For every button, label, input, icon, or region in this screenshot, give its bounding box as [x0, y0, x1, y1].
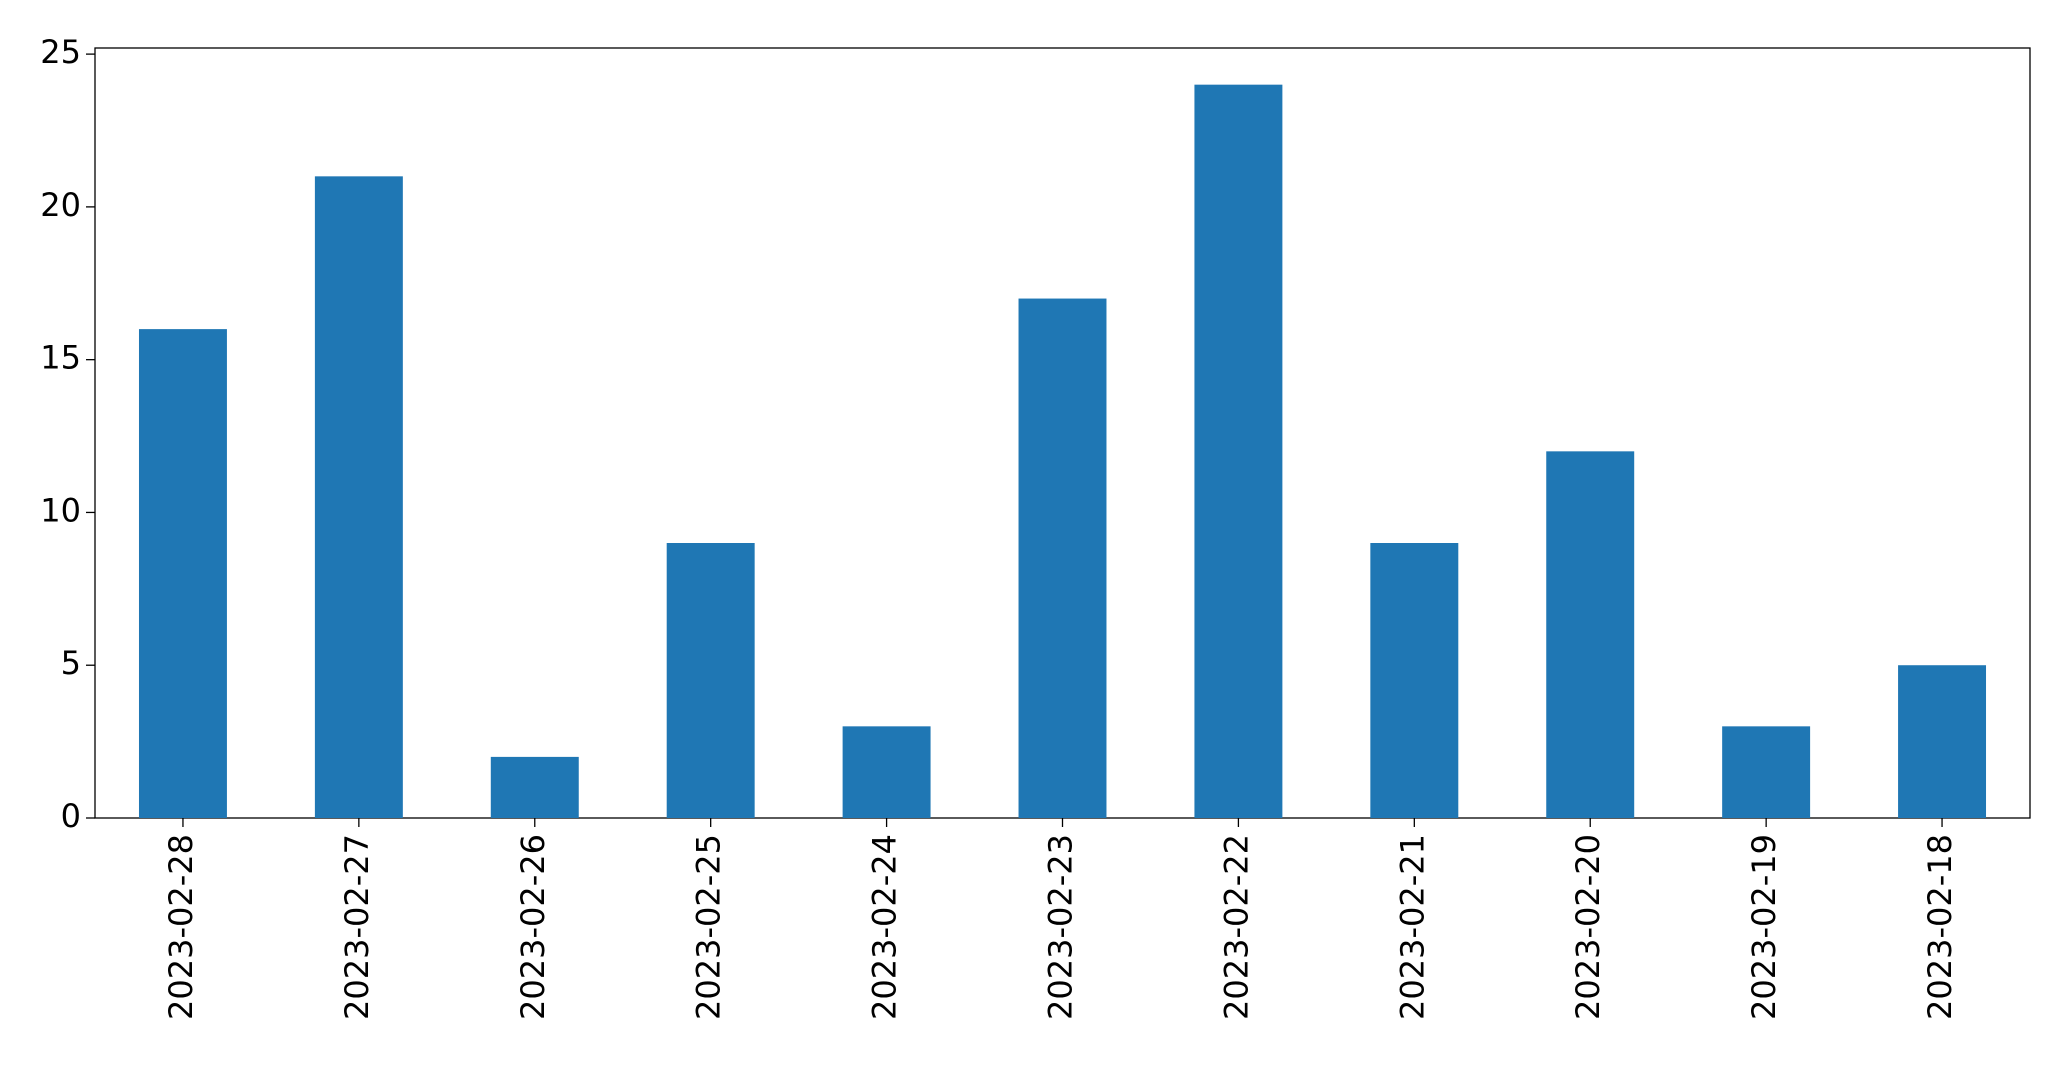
bar [1370, 543, 1459, 818]
y-tick-label: 25 [40, 33, 81, 71]
bar [490, 756, 579, 818]
y-tick-label: 20 [40, 186, 81, 224]
x-tick-label: 2023-02-21 [1393, 834, 1431, 1020]
x-tick-label: 2023-02-23 [1042, 834, 1080, 1020]
bar [1194, 84, 1283, 818]
y-tick-label: 0 [61, 797, 81, 835]
bar [1898, 665, 1987, 818]
x-tick-label: 2023-02-18 [1921, 834, 1959, 1020]
bar [666, 543, 755, 818]
bar [138, 329, 227, 818]
x-tick-label: 2023-02-26 [514, 834, 552, 1020]
x-tick-label: 2023-02-20 [1569, 834, 1607, 1020]
x-tick-label: 2023-02-24 [866, 834, 904, 1020]
x-tick-label: 2023-02-22 [1217, 834, 1255, 1020]
x-tick-label: 2023-02-27 [338, 834, 376, 1020]
x-tick-label: 2023-02-28 [162, 834, 200, 1020]
bar [842, 726, 931, 818]
y-tick-label: 5 [61, 644, 81, 682]
bar [1018, 298, 1107, 818]
bar [1546, 451, 1635, 818]
bar [314, 176, 403, 819]
y-tick-label: 15 [40, 339, 81, 377]
x-tick-label: 2023-02-19 [1745, 834, 1783, 1020]
bar [1722, 726, 1811, 818]
x-tick-label: 2023-02-25 [690, 834, 728, 1020]
y-tick-label: 10 [40, 491, 81, 529]
